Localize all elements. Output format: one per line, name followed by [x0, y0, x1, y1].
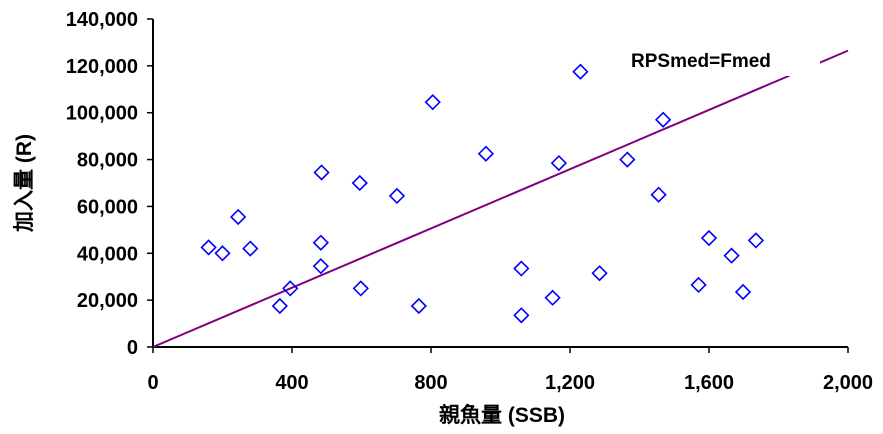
data-point-marker [271, 297, 288, 315]
data-point-marker [723, 247, 740, 264]
y-tick-label: 140,000 [66, 9, 138, 31]
data-point-marker [352, 280, 369, 297]
x-tick-labels: 0 400 800 1,200 1,600 2,000 [147, 372, 873, 394]
x-tick-label: 1,200 [545, 372, 595, 394]
y-tick-label: 120,000 [66, 56, 138, 78]
data-point-marker [214, 245, 231, 262]
x-tick-label: 400 [275, 372, 308, 394]
rps-line [152, 49, 849, 348]
rps-line-series [152, 49, 849, 348]
data-point-marker [312, 258, 329, 275]
data-point-marker [351, 174, 368, 192]
y-axis-title: 加入量 (R) [13, 134, 36, 233]
x-tick-label: 0 [147, 372, 158, 394]
data-point-marker [312, 234, 329, 251]
data-point-marker [654, 111, 672, 128]
x-tick-label: 1,600 [684, 372, 734, 394]
data-point-marker [242, 240, 259, 257]
data-point-marker [734, 283, 752, 301]
data-point-marker [200, 239, 217, 256]
data-points [200, 63, 765, 324]
data-point-marker [424, 94, 441, 111]
data-point-marker [282, 280, 299, 297]
data-point-marker [550, 154, 568, 172]
data-point-marker [650, 186, 667, 203]
data-point-marker [388, 187, 406, 205]
line-label-background [624, 42, 820, 76]
data-point-marker [513, 260, 530, 277]
data-point-marker [477, 145, 495, 162]
data-point-marker [619, 151, 636, 168]
data-point-marker [544, 289, 561, 306]
tick-marks [147, 18, 849, 353]
data-point-marker [700, 229, 718, 247]
y-tick-label: 20,000 [77, 290, 138, 312]
data-point-marker [410, 297, 427, 315]
data-point-marker [747, 232, 765, 249]
y-tick-labels: 0 20,000 40,000 60,000 80,000 100,000 120,000 1… [66, 9, 138, 359]
data-point-marker [313, 164, 330, 181]
x-tick-label: 2,000 [823, 372, 873, 394]
axes [152, 19, 848, 348]
y-tick-label: 0 [127, 337, 138, 359]
line-label: RPSmed=Fmed [631, 51, 771, 72]
data-point-marker [591, 265, 608, 282]
y-tick-label: 100,000 [66, 103, 138, 125]
y-tick-label: 60,000 [77, 196, 138, 218]
y-tick-label: 80,000 [77, 150, 138, 172]
y-tick-label: 40,000 [77, 243, 138, 265]
data-point-marker [690, 276, 707, 294]
data-point-marker [513, 307, 530, 324]
data-point-marker [572, 63, 589, 80]
data-point-marker [230, 208, 247, 226]
x-axis-title: 親魚量 (SSB) [439, 403, 565, 427]
x-tick-label: 800 [414, 372, 447, 394]
